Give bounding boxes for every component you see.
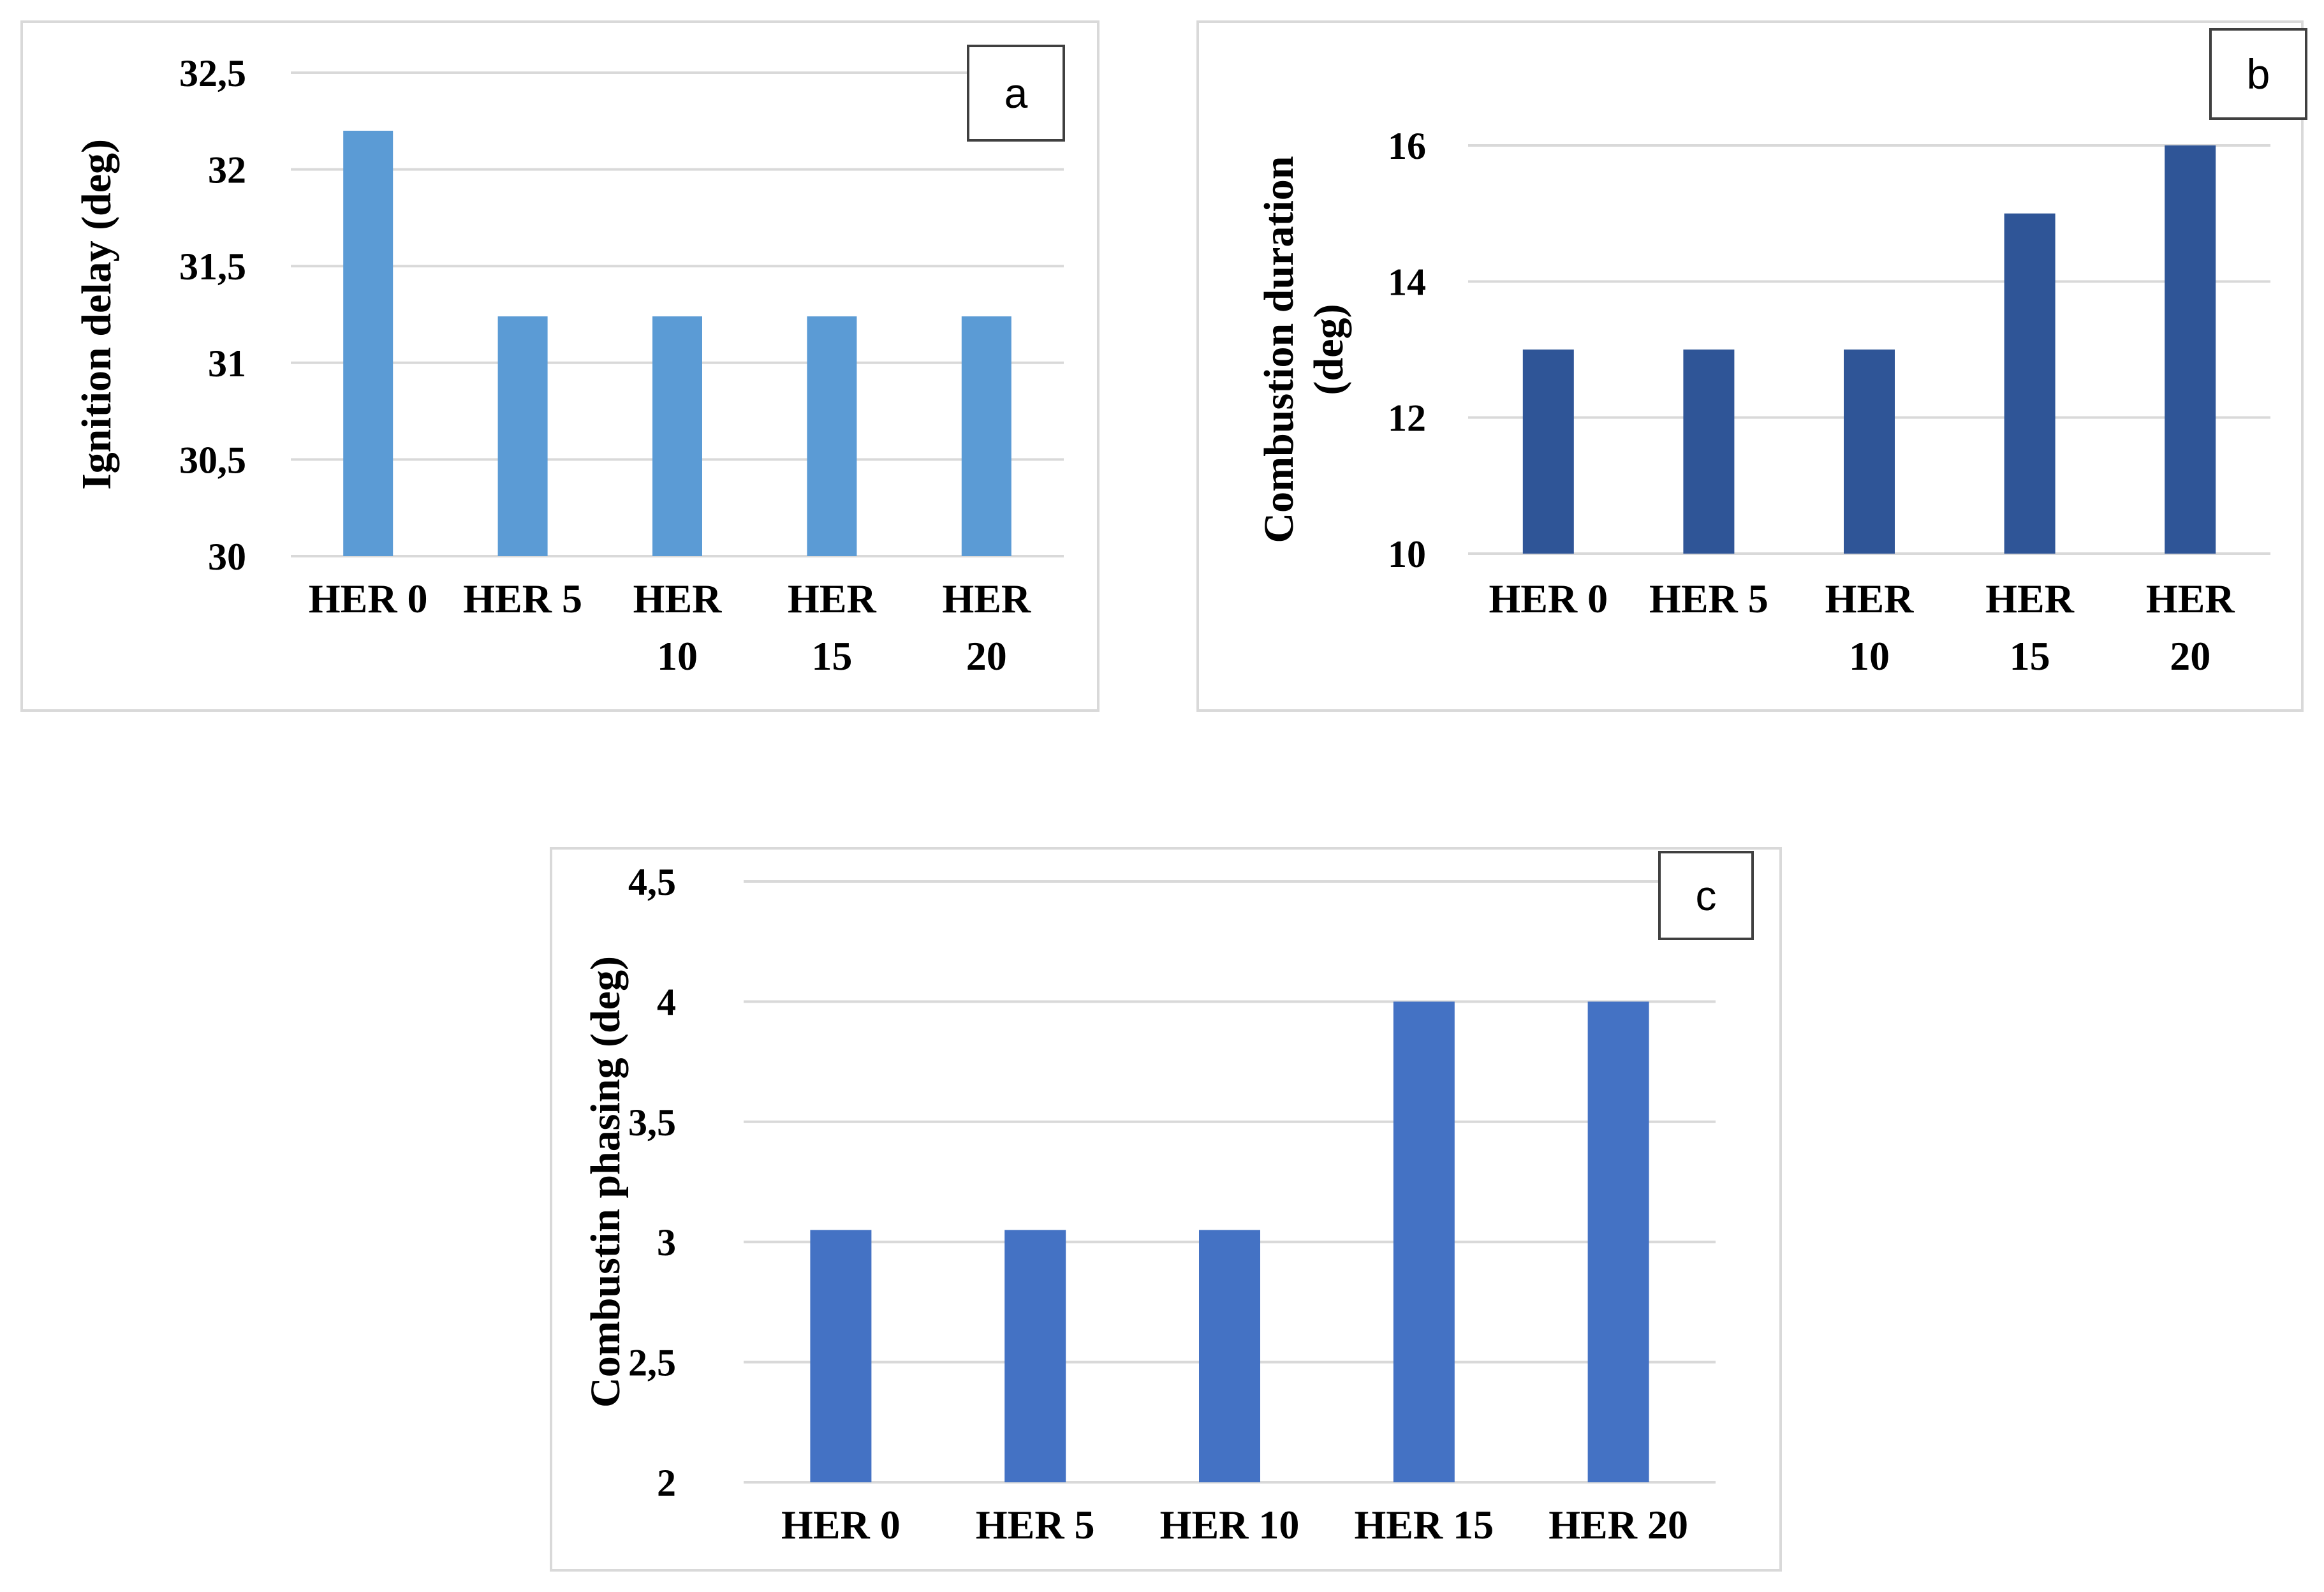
panel-b-combustion-duration-chart: 10 12 14 16 HER 0 HER 5 HER 10 HER 15 HER 20 Combust… — [1196, 20, 2307, 712]
x-tick-label: HER 0 — [1489, 576, 1608, 621]
y-axis-label: Combustion duration — [1256, 156, 1302, 543]
x-tick-label: 20 — [2170, 633, 2210, 679]
x-tick-label: HER 10 — [1160, 1502, 1300, 1547]
x-tick-label: HER — [942, 576, 1031, 621]
panel-label-box — [1658, 851, 1754, 940]
x-tick-label: 20 — [966, 633, 1007, 679]
y-tick-label: 2,5 — [628, 1342, 676, 1384]
bar — [343, 130, 393, 556]
x-tick-label: HER — [633, 576, 722, 621]
x-tick-label: HER — [2146, 576, 2235, 621]
bar — [807, 316, 857, 556]
bar — [1004, 1230, 1066, 1482]
x-tick-label: 15 — [2010, 633, 2050, 679]
bar — [2165, 145, 2216, 554]
y-tick-label: 2 — [657, 1462, 676, 1504]
y-tick-label: 31 — [208, 343, 246, 385]
panel-frame — [20, 20, 1099, 712]
x-tick-label: HER 5 — [463, 576, 582, 621]
x-tick-label: HER 0 — [781, 1502, 901, 1547]
panel-label-box — [2209, 28, 2307, 120]
y-axis-label: Ignition delay (deg) — [73, 139, 120, 490]
x-tick-label: HER — [1825, 576, 1914, 621]
x-tick-label: 10 — [1849, 633, 1890, 679]
y-tick-label: 4 — [657, 981, 676, 1023]
y-tick-label: 32 — [208, 149, 246, 191]
panel-a-ignition-delay-chart: 30 30,5 31 31,5 32 32,5 HER 0 HER 5 HER 10 HER 15 HE… — [20, 20, 1099, 712]
y-tick-label: 31,5 — [179, 246, 246, 288]
y-tick-label: 3,5 — [628, 1102, 676, 1144]
x-tick-label: HER — [1985, 576, 2074, 621]
x-tick-label: HER — [788, 576, 876, 621]
x-tick-label: HER 5 — [976, 1502, 1095, 1547]
bar — [1199, 1230, 1260, 1482]
y-tick-label: 32,5 — [179, 52, 246, 94]
y-tick-label: 30 — [208, 536, 246, 578]
bar — [1393, 1001, 1455, 1482]
x-tick-label: 15 — [811, 633, 852, 679]
panel-c-combustion-phasing-chart: 2 2,5 3 3,5 4 4,5 HER 0 HER 5 HER 10 HER 15 HER 20… — [550, 847, 1782, 1572]
bar — [2004, 213, 2056, 554]
y-tick-label: 10 — [1388, 533, 1426, 575]
bar — [1844, 350, 1895, 554]
bar — [961, 316, 1011, 556]
y-tick-label: 12 — [1388, 397, 1426, 439]
bar — [652, 316, 702, 556]
bar — [1522, 350, 1574, 554]
y-axis-label: (deg) — [1305, 304, 1352, 395]
y-tick-label: 14 — [1388, 261, 1426, 303]
y-axis-label: Combustin phasing (deg) — [582, 956, 629, 1408]
bar — [497, 316, 548, 556]
x-tick-label: HER 5 — [1649, 576, 1769, 621]
x-tick-label: 10 — [657, 633, 698, 679]
panel-label: c — [1696, 872, 1717, 919]
panel-frame — [1196, 20, 2304, 712]
panel-frame — [550, 847, 1782, 1572]
bar — [810, 1230, 872, 1482]
x-tick-label: HER 20 — [1548, 1502, 1688, 1547]
panel-label: a — [1004, 70, 1028, 117]
y-tick-label: 16 — [1388, 125, 1426, 167]
panel-label: b — [2247, 50, 2270, 98]
x-tick-label: HER 15 — [1354, 1502, 1494, 1547]
bar — [1587, 1001, 1649, 1482]
y-tick-label: 30,5 — [179, 439, 246, 481]
panel-label-box — [967, 45, 1065, 142]
y-tick-label: 4,5 — [628, 861, 676, 903]
x-tick-label: HER 0 — [309, 576, 428, 621]
y-tick-label: 3 — [657, 1221, 676, 1264]
bar — [1683, 350, 1735, 554]
